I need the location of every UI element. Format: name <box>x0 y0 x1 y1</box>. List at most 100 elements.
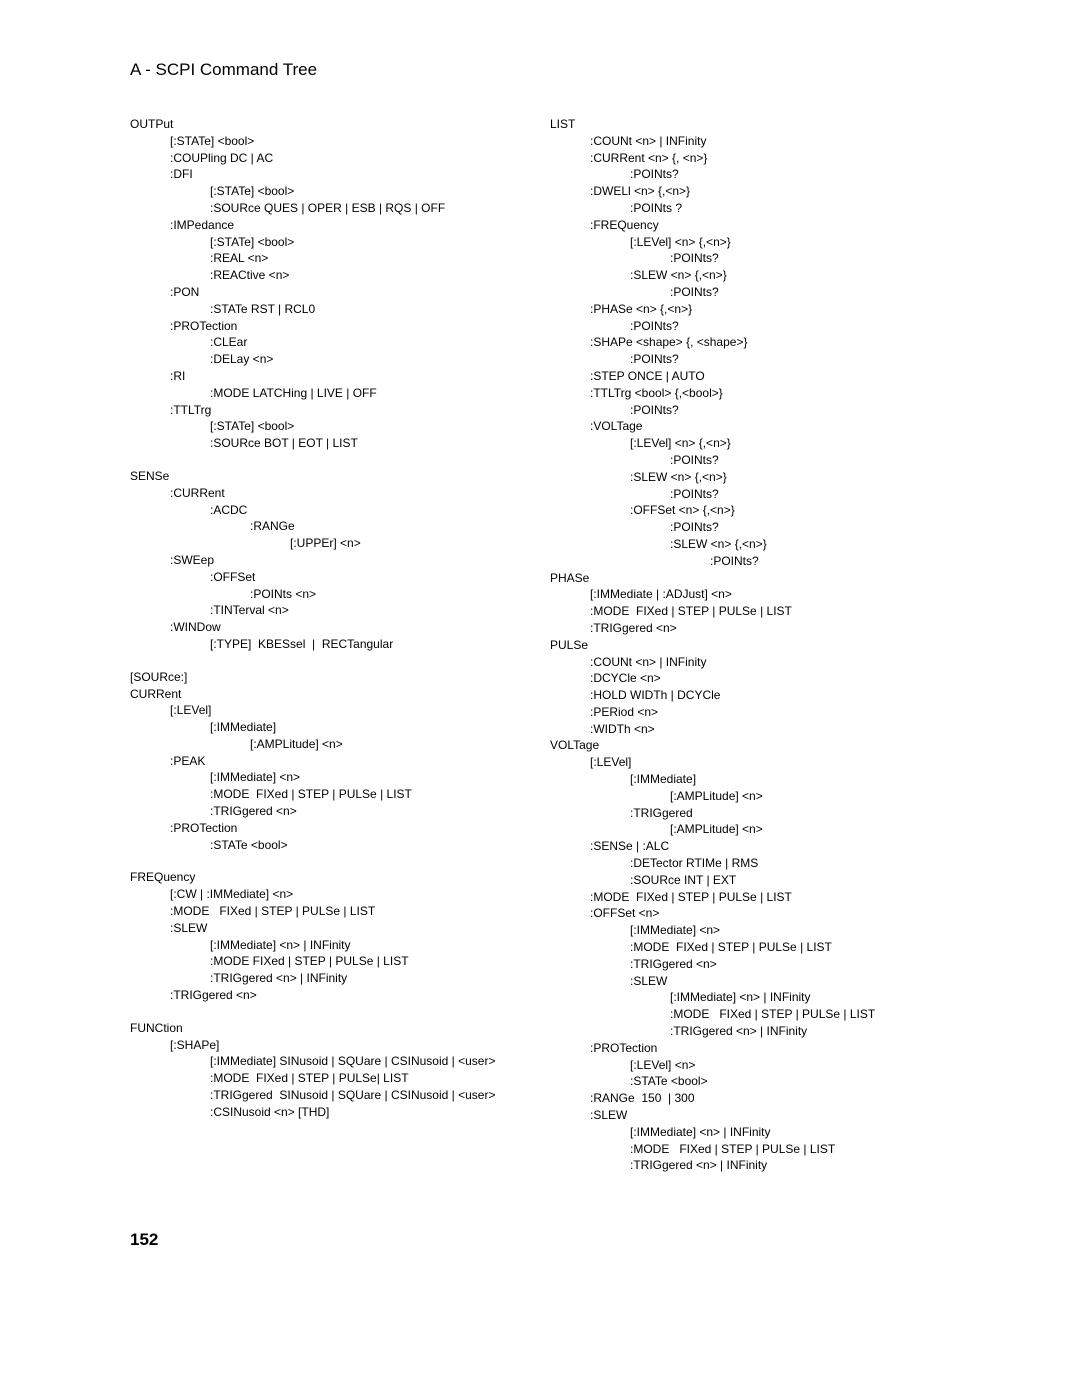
command-line: [:CW | :IMMediate] <n> <box>130 886 530 903</box>
command-line: [:STATe] <bool> <box>130 418 530 435</box>
command-line: PHASe <box>550 570 950 587</box>
command-line: :TINTerval <n> <box>130 602 530 619</box>
command-line: :PON <box>130 284 530 301</box>
command-line: :TTLTrg <bool> {,<bool>} <box>550 385 950 402</box>
command-line: :SLEW <box>550 973 950 990</box>
command-line: [:IMMediate | :ADJust] <n> <box>550 586 950 603</box>
command-line: :MODE FIXed | STEP | PULSe | LIST <box>130 953 530 970</box>
command-line: :REAL <n> <box>130 250 530 267</box>
command-line: :MODE FIXed | STEP | PULSe | LIST <box>550 939 950 956</box>
command-line: :SLEW <n> {,<n>} <box>550 536 950 553</box>
command-line: [:LEVel] <box>130 702 530 719</box>
command-line: :TRIGgered <n> | INFinity <box>130 970 530 987</box>
command-line: :STATe <bool> <box>130 837 530 854</box>
command-line: :PROTection <box>130 318 530 335</box>
command-line: SENSe <box>130 468 530 485</box>
command-line: [SOURce:] <box>130 669 530 686</box>
command-line: :MODE FIXed | STEP | PULSe| LIST <box>130 1070 530 1087</box>
command-line: :TTLTrg <box>130 402 530 419</box>
command-line: :DETector RTIMe | RMS <box>550 855 950 872</box>
command-line: :OFFSet <n> <box>550 905 950 922</box>
command-line: [:AMPLitude] <n> <box>130 736 530 753</box>
command-line: [:LEVel] <n> <box>550 1057 950 1074</box>
command-line: :CURRent <n> {, <n>} <box>550 150 950 167</box>
command-line: [:STATe] <bool> <box>130 183 530 200</box>
command-line: :MODE LATCHing | LIVE | OFF <box>130 385 530 402</box>
command-line: :MODE FIXed | STEP | PULSe | LIST <box>130 903 530 920</box>
command-line: :POINts? <box>550 486 950 503</box>
command-line: [:LEVel] <n> {,<n>} <box>550 234 950 251</box>
command-line: :WINDow <box>130 619 530 636</box>
page-header-title: A - SCPI Command Tree <box>130 60 950 80</box>
command-line: CURRent <box>130 686 530 703</box>
command-line: :TRIGgered <n> <box>550 620 950 637</box>
command-line: :RI <box>130 368 530 385</box>
command-line: PULSe <box>550 637 950 654</box>
command-line: [:TYPE] KBESsel | RECTangular <box>130 636 530 653</box>
command-line: :MODE FIXed | STEP | PULSe | LIST <box>130 786 530 803</box>
command-line: :FREQuency <box>550 217 950 234</box>
command-line: :IMPedance <box>130 217 530 234</box>
command-line: :SWEep <box>130 552 530 569</box>
command-line: [:STATe] <bool> <box>130 234 530 251</box>
command-section: FUNCtion[:SHAPe][:IMMediate] SINusoid | … <box>130 1020 530 1121</box>
command-line: [:IMMediate] <n> | INFinity <box>130 937 530 954</box>
command-line: :SOURce BOT | EOT | LIST <box>130 435 530 452</box>
command-line: :ACDC <box>130 502 530 519</box>
command-section: SENSe:CURRent:ACDC:RANGe[:UPPEr] <n>:SWE… <box>130 468 530 653</box>
command-line: :COUPling DC | AC <box>130 150 530 167</box>
command-line: :TRIGgered SINusoid | SQUare | CSINusoid… <box>130 1087 530 1104</box>
command-line: :TRIGgered <n> | INFinity <box>550 1157 950 1174</box>
command-section: [SOURce:]CURRent[:LEVel][:IMMediate][:AM… <box>130 669 530 854</box>
command-line: :TRIGgered <n> <box>550 956 950 973</box>
command-line: :PROTection <box>550 1040 950 1057</box>
command-line: :COUNt <n> | INFinity <box>550 654 950 671</box>
command-line: :POINts? <box>550 553 950 570</box>
command-line: :POINts? <box>550 452 950 469</box>
command-line: :POINts? <box>550 318 950 335</box>
command-section: LIST :COUNt <n> | INFinity :CURRent <n> {,… <box>550 116 950 1174</box>
command-line: :MODE FIXed | STEP | PULSe | LIST <box>550 1006 950 1023</box>
right-column: LIST :COUNt <n> | INFinity :CURRent <n> {,… <box>550 116 950 1190</box>
command-line: :DWELl <n> {,<n>} <box>550 183 950 200</box>
command-line: VOLTage <box>550 737 950 754</box>
command-line: :TRIGgered <n> | INFinity <box>550 1023 950 1040</box>
command-line: :STATe <bool> <box>550 1073 950 1090</box>
command-line: [:IMMediate] <n> | INFinity <box>550 989 950 1006</box>
command-line: :PERiod <n> <box>550 704 950 721</box>
command-line: LIST <box>550 116 950 133</box>
command-section: OUTPut[:STATe] <bool>:COUPling DC | AC:D… <box>130 116 530 452</box>
command-line: [:SHAPe] <box>130 1037 530 1054</box>
command-line: :POINts ? <box>550 200 950 217</box>
command-line: :POINts? <box>550 519 950 536</box>
command-line: [:LEVel] <n> {,<n>} <box>550 435 950 452</box>
command-line: :CLEar <box>130 334 530 351</box>
command-line: :CSINusoid <n> [THD] <box>130 1104 530 1121</box>
command-line: :POINts? <box>550 284 950 301</box>
command-line: :PROTection <box>130 820 530 837</box>
command-line: :CURRent <box>130 485 530 502</box>
command-line: [:IMMediate] <n> <box>130 769 530 786</box>
command-line: :REACtive <n> <box>130 267 530 284</box>
command-line: [:IMMediate] SINusoid | SQUare | CSINuso… <box>130 1053 530 1070</box>
command-line: :DCYCle <n> <box>550 670 950 687</box>
command-line: [:IMMediate] <n> <box>550 922 950 939</box>
command-line: :SLEW <box>130 920 530 937</box>
command-line: FREQuency <box>130 869 530 886</box>
command-line: :MODE FIXed | STEP | PULSe | LIST <box>550 603 950 620</box>
command-line: :TRIGgered <n> <box>130 803 530 820</box>
command-line: :SOURce INT | EXT <box>550 872 950 889</box>
command-line: :POINts? <box>550 166 950 183</box>
command-line: :TRIGgered <box>550 805 950 822</box>
command-line: :STEP ONCE | AUTO <box>550 368 950 385</box>
command-line: :MODE FIXed | STEP | PULSe | LIST <box>550 889 950 906</box>
command-line: [:AMPLitude] <n> <box>550 821 950 838</box>
page-number: 152 <box>130 1230 950 1250</box>
command-line: OUTPut <box>130 116 530 133</box>
content-wrapper: OUTPut [:STATe] <bool> :COUPling DC | AC :D… <box>130 116 950 1190</box>
command-section: FREQuency[:CW | :IMMediate] <n>:MODE FIX… <box>130 869 530 1003</box>
command-line: [:IMMediate] <box>130 719 530 736</box>
command-line: :OFFSet <n> {,<n>} <box>550 502 950 519</box>
command-line: :RANGe <box>130 518 530 535</box>
command-line: :POINts? <box>550 402 950 419</box>
